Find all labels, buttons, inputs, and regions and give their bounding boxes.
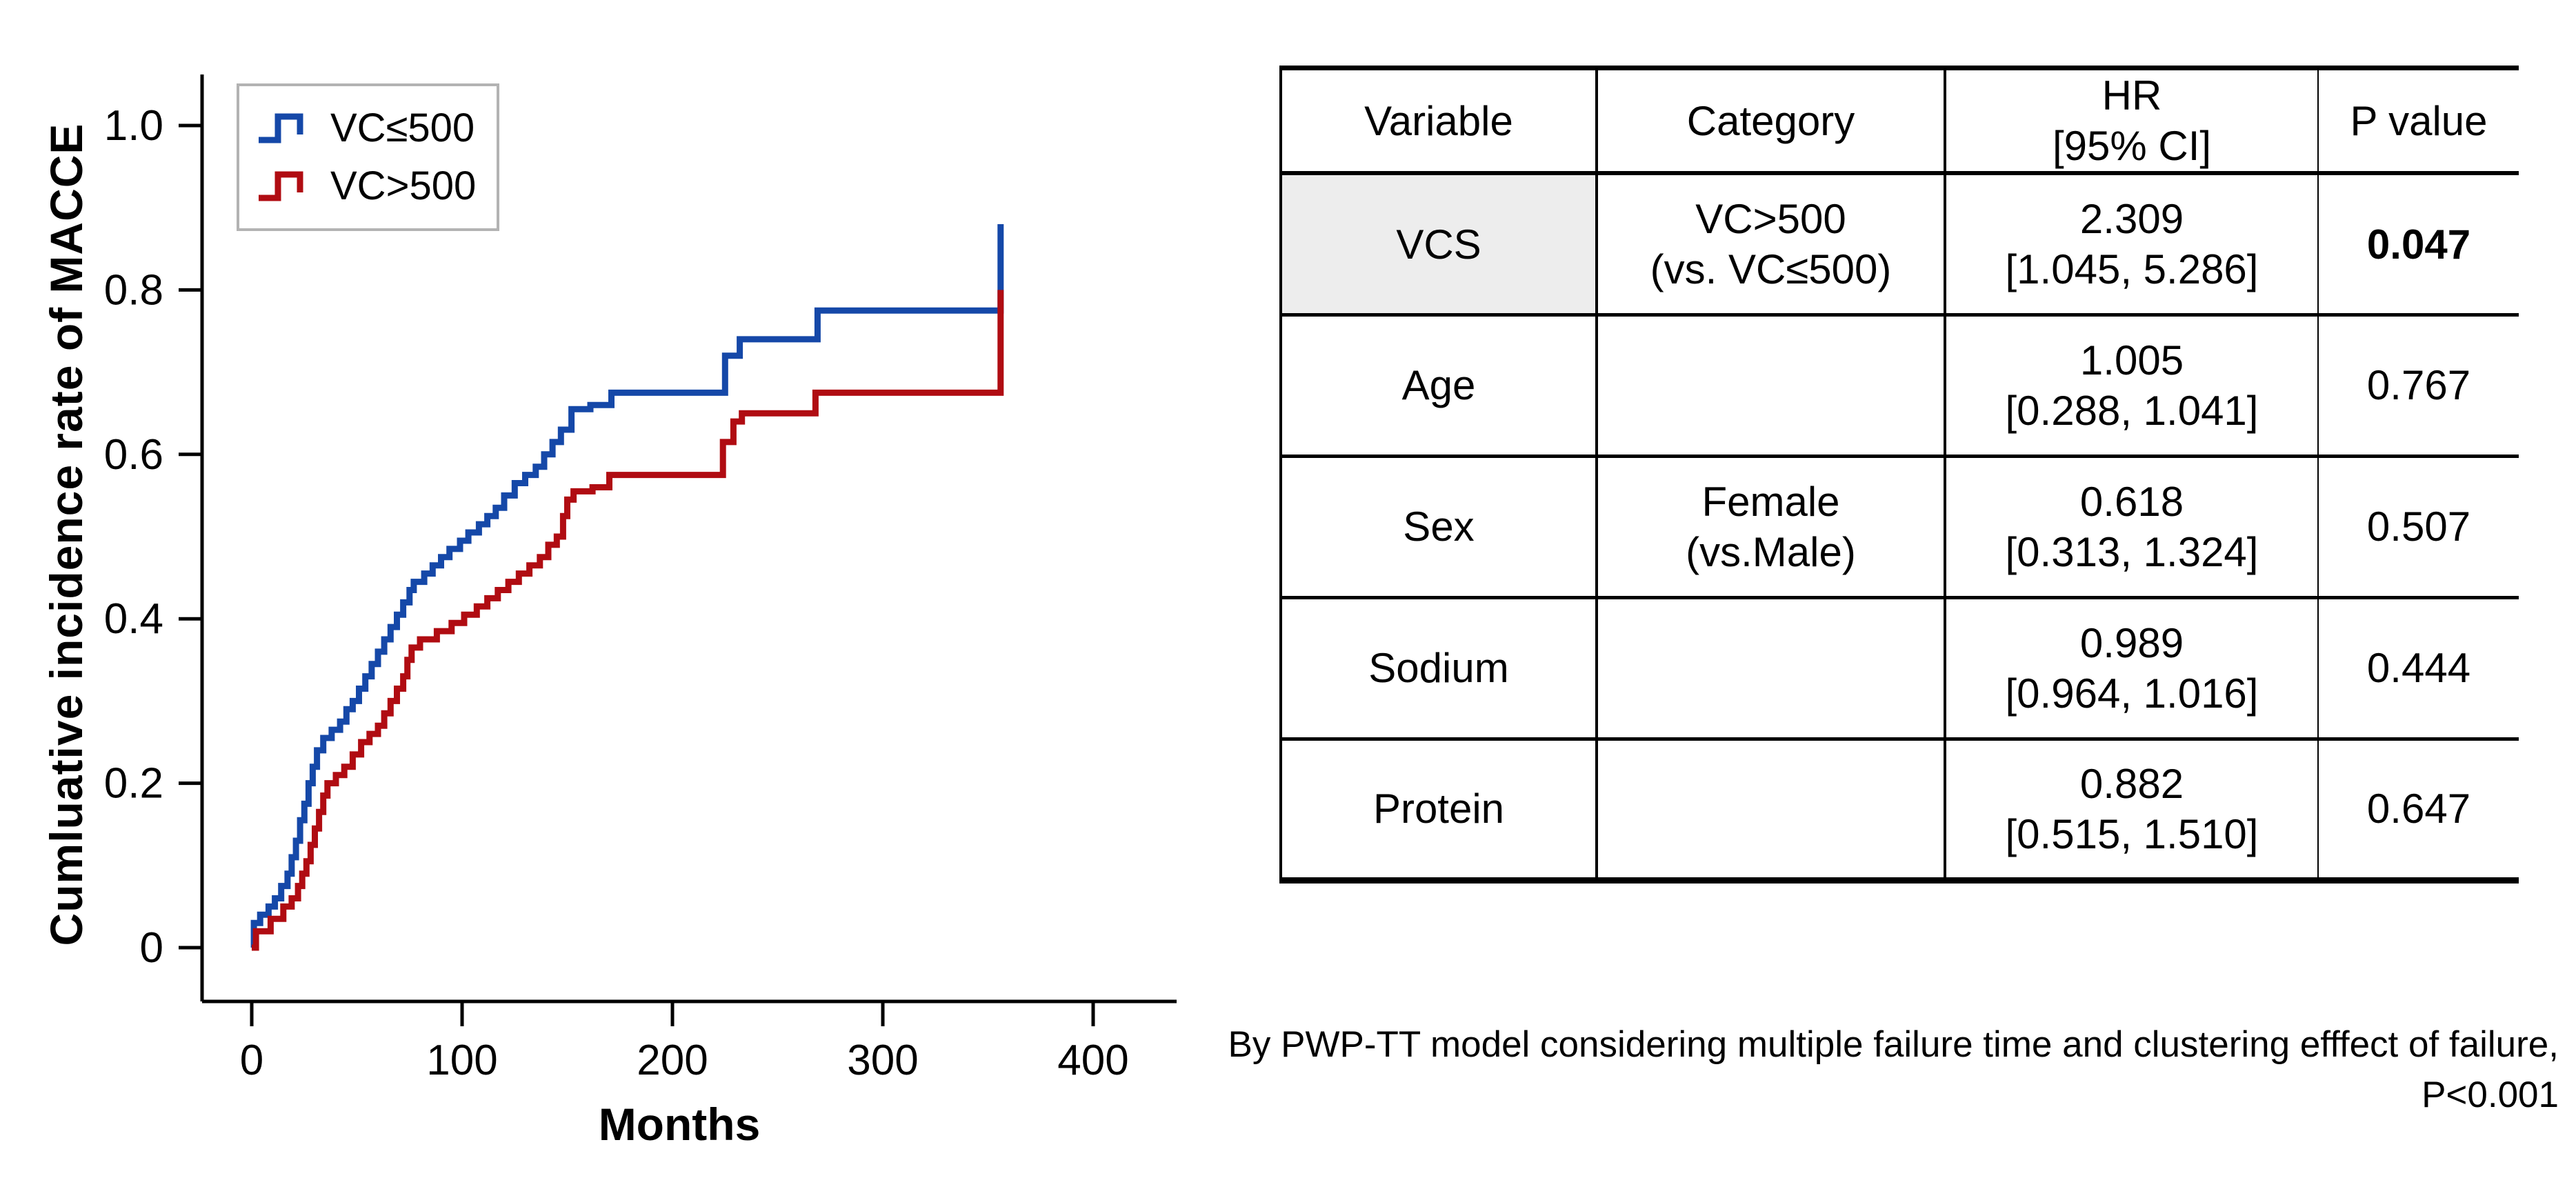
hr-value: 0.882 [2079, 760, 2184, 807]
cell-hr: 0.989 [0.964, 1.016] [1945, 595, 2319, 739]
x-tick-label: 100 [426, 1037, 497, 1084]
km-plot-svg: 0 0.2 0.4 0.6 0.8 1.0 0 100 200 300 400 [104, 74, 1177, 1084]
y-tick-label: 0.4 [104, 595, 163, 643]
cell-hr: 2.309 [1.045, 5.286] [1945, 173, 2319, 315]
x-tick-label: 400 [1057, 1037, 1128, 1084]
legend-step-glyph-red [259, 171, 303, 201]
hazard-ratio-table: Variable Category HR [95% CI] P value VC… [1279, 66, 2519, 884]
y-tick-label: 0 [140, 924, 163, 972]
hr-ci: [0.288, 1.041] [2005, 387, 2259, 434]
y-axis-title: Cumluative incidence rate of MACCE [41, 123, 92, 946]
x-axis-title: Months [598, 1099, 761, 1150]
footnote-line1: By PWP-TT model considering multiple fai… [1228, 1024, 2559, 1065]
cell-category [1597, 595, 1946, 739]
table-row-sodium: Sodium 0.989 [0.964, 1.016] 0.444 [1281, 595, 2519, 739]
x-tick-label: 300 [847, 1037, 918, 1084]
cell-hr: 1.005 [0.288, 1.041] [1945, 312, 2319, 457]
series-line-vc-le-500 [250, 224, 1004, 951]
table-row-sex: Sex Female (vs.Male) 0.618 [0.313, 1.324… [1281, 454, 2519, 598]
cell-hr: 0.882 [0.515, 1.510] [1945, 737, 2319, 881]
cell-p-value: 0.767 [2318, 312, 2519, 457]
table-header-row: Variable Category HR [95% CI] P value [1281, 68, 2519, 176]
cell-category: VC>500 (vs. VC≤500) [1597, 173, 1946, 315]
category-line2: (vs.Male) [1686, 528, 1856, 575]
col-header-p-value: P value [2318, 68, 2519, 176]
col-header-category: Category [1597, 68, 1946, 176]
cell-p-value: 0.047 [2366, 221, 2471, 268]
table-row-protein: Protein 0.882 [0.515, 1.510] 0.647 [1281, 737, 2519, 881]
cell-p-value: 0.507 [2318, 454, 2519, 598]
x-tick-label: 200 [637, 1037, 708, 1084]
hr-ci: [1.045, 5.286] [2005, 246, 2259, 293]
y-tick-label: 0.6 [104, 431, 163, 479]
cell-category [1597, 312, 1946, 457]
hr-value: 0.989 [2079, 619, 2184, 666]
legend-label: VC>500 [330, 163, 477, 208]
x-tick-label: 0 [240, 1037, 263, 1084]
cell-variable: Sex [1281, 454, 1598, 598]
table-footnote: By PWP-TT model considering multiple fai… [1172, 1019, 2559, 1120]
y-tick-label: 1.0 [104, 102, 163, 150]
category-line1: Female [1701, 478, 1840, 525]
hr-value: 0.618 [2079, 478, 2184, 525]
hr-header-line2: [95% CI] [2052, 123, 2212, 170]
cell-variable: Sodium [1281, 595, 1598, 739]
y-tick-label: 0.8 [104, 266, 163, 314]
col-header-hr: HR [95% CI] [1945, 68, 2319, 176]
hr-ci: [0.313, 1.324] [2005, 528, 2259, 575]
legend-item-vc-gt-500: VC>500 [256, 166, 480, 206]
cell-variable: Protein [1281, 737, 1598, 881]
hr-header-line1: HR [2101, 72, 2162, 119]
cell-p-value: 0.444 [2318, 595, 2519, 739]
cell-p-value: 0.647 [2318, 737, 2519, 881]
cell-hr: 0.618 [0.313, 1.324] [1945, 454, 2319, 598]
y-tick-label: 0.2 [104, 760, 163, 808]
hr-value: 2.309 [2079, 195, 2184, 242]
cell-variable: Age [1281, 312, 1598, 457]
col-header-variable: Variable [1281, 68, 1598, 176]
hr-ci: [0.515, 1.510] [2005, 810, 2259, 857]
cell-category: Female (vs.Male) [1597, 454, 1946, 598]
cell-variable: VCS [1281, 173, 1598, 315]
footnote-line2: P<0.001 [2422, 1075, 2559, 1116]
legend-label: VC≤500 [330, 106, 475, 150]
legend-step-glyph-blue [259, 113, 303, 143]
table-row-age: Age 1.005 [0.288, 1.041] 0.767 [1281, 312, 2519, 457]
hr-ci: [0.964, 1.016] [2005, 670, 2259, 717]
series-line-vc-gt-500 [252, 290, 1004, 951]
table-row-vcs: VCS VC>500 (vs. VC≤500) 2.309 [1.045, 5.… [1281, 173, 2519, 315]
hr-value: 1.005 [2079, 337, 2184, 383]
legend-item-vc-le-500: VC≤500 [256, 108, 480, 148]
category-line2: (vs. VC≤500) [1650, 246, 1892, 293]
legend-box: VC≤500 VC>500 [237, 83, 499, 231]
cell-category [1597, 737, 1946, 881]
category-line1: VC>500 [1695, 195, 1846, 242]
